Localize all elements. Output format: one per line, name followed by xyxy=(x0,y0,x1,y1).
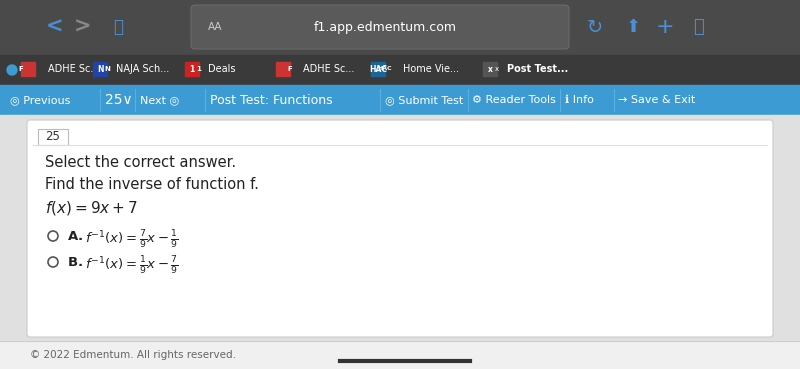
Bar xyxy=(0,85,800,115)
Text: ⧉: ⧉ xyxy=(693,18,703,36)
Text: >: > xyxy=(74,17,90,37)
FancyBboxPatch shape xyxy=(27,120,773,337)
Text: 25: 25 xyxy=(46,131,61,144)
Text: $\bf{B.}$: $\bf{B.}$ xyxy=(67,256,83,269)
Circle shape xyxy=(48,257,58,267)
Bar xyxy=(483,62,497,76)
Text: F: F xyxy=(288,66,292,72)
Text: ADHE Sc...: ADHE Sc... xyxy=(303,64,354,74)
Text: HAC: HAC xyxy=(378,66,392,72)
Text: 1: 1 xyxy=(197,66,202,72)
Text: NAJA Sch...: NAJA Sch... xyxy=(116,64,170,74)
Bar xyxy=(0,341,800,369)
Text: → Save & Exit: → Save & Exit xyxy=(618,95,695,105)
Text: f1.app.edmentum.com: f1.app.edmentum.com xyxy=(314,21,457,34)
Text: 1: 1 xyxy=(190,65,194,73)
Text: $f^{-1}(x) = \frac{1}{9}x - \frac{7}{9}$: $f^{-1}(x) = \frac{1}{9}x - \frac{7}{9}$ xyxy=(85,255,178,277)
Text: Deals: Deals xyxy=(208,64,235,74)
Text: +: + xyxy=(656,17,674,37)
Bar xyxy=(0,115,800,369)
Text: Post Test...: Post Test... xyxy=(507,64,568,74)
Text: ↻: ↻ xyxy=(587,17,603,37)
Text: Home Vie...: Home Vie... xyxy=(403,64,459,74)
Text: N: N xyxy=(104,66,110,72)
Text: ⬆: ⬆ xyxy=(626,18,641,36)
Text: <: < xyxy=(46,17,64,37)
Text: x: x xyxy=(487,65,493,73)
Text: ℹ Info: ℹ Info xyxy=(565,95,594,105)
Text: ◎ Submit Test: ◎ Submit Test xyxy=(385,95,463,105)
Text: ⚙ Reader Tools: ⚙ Reader Tools xyxy=(472,95,556,105)
Text: $\bf{A.}$: $\bf{A.}$ xyxy=(67,230,83,243)
Circle shape xyxy=(7,65,17,75)
Circle shape xyxy=(48,231,58,241)
Text: AA: AA xyxy=(208,22,222,32)
Bar xyxy=(0,55,800,85)
FancyBboxPatch shape xyxy=(191,5,569,49)
Bar xyxy=(38,129,68,145)
Text: © 2022 Edmentum. All rights reserved.: © 2022 Edmentum. All rights reserved. xyxy=(30,350,236,360)
Text: F: F xyxy=(18,66,23,72)
Bar xyxy=(0,0,800,55)
Text: HAC: HAC xyxy=(369,65,387,73)
Bar xyxy=(276,62,290,76)
Text: $f^{-1}(x) = \frac{7}{9}x - \frac{1}{9}$: $f^{-1}(x) = \frac{7}{9}x - \frac{1}{9}$ xyxy=(85,229,178,251)
Text: $f(x) = 9x + 7$: $f(x) = 9x + 7$ xyxy=(45,199,138,217)
Text: Select the correct answer.: Select the correct answer. xyxy=(45,155,236,170)
Text: ADHE Sc.: ADHE Sc. xyxy=(48,64,94,74)
Bar xyxy=(21,62,35,76)
Text: Next ◎: Next ◎ xyxy=(140,95,179,105)
Text: x: x xyxy=(495,66,499,72)
Text: ⬛: ⬛ xyxy=(113,18,123,36)
Text: Post Test: Functions: Post Test: Functions xyxy=(210,93,333,107)
Text: Find the inverse of function f.: Find the inverse of function f. xyxy=(45,177,259,192)
Bar xyxy=(371,62,385,76)
Bar xyxy=(93,62,107,76)
Bar xyxy=(185,62,199,76)
Text: ◎ Previous: ◎ Previous xyxy=(10,95,70,105)
Text: 25∨: 25∨ xyxy=(105,93,133,107)
Text: N: N xyxy=(97,65,103,73)
